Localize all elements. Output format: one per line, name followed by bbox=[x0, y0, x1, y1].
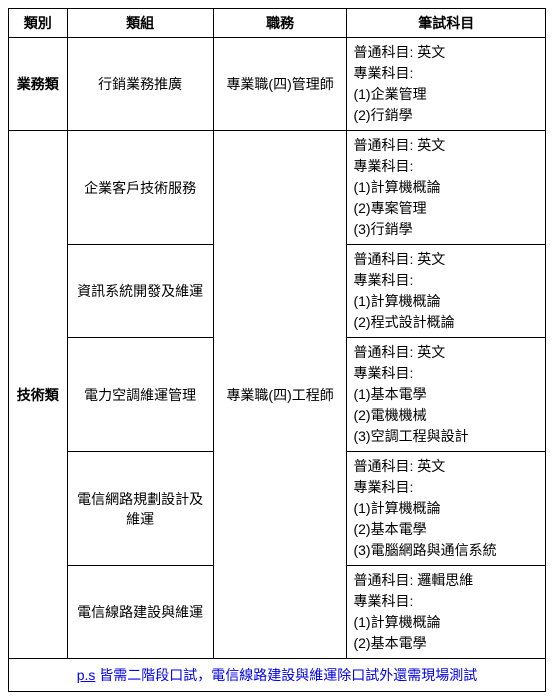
subjects-cell: 普通科目: 英文 專業科目: (1)基本電學 (2)電機機械 (3)空調工程與設… bbox=[347, 338, 546, 452]
header-position: 職務 bbox=[213, 9, 347, 38]
table-header-row: 類別 類組 職務 筆試科目 bbox=[9, 9, 546, 38]
position-manager: 專業職(四)管理師 bbox=[213, 38, 347, 131]
subjects-cell: 普通科目: 英文 專業科目: (1)企業管理 (2)行銷學 bbox=[347, 38, 546, 131]
header-category: 類別 bbox=[9, 9, 68, 38]
header-group: 類組 bbox=[67, 9, 213, 38]
subjects-cell: 普通科目: 邏輯思維 專業科目: (1)計算機概論 (2)基本電學 bbox=[347, 566, 546, 659]
group-cell: 資訊系統開發及維運 bbox=[67, 245, 213, 338]
category-business: 業務類 bbox=[9, 38, 68, 131]
table-row: 技術類 企業客戶技術服務 專業職(四)工程師 普通科目: 英文 專業科目: (1… bbox=[9, 131, 546, 245]
table-row: 業務類 行銷業務推廣 專業職(四)管理師 普通科目: 英文 專業科目: (1)企… bbox=[9, 38, 546, 131]
group-cell: 行銷業務推廣 bbox=[67, 38, 213, 131]
position-engineer: 專業職(四)工程師 bbox=[213, 131, 347, 659]
group-cell: 電信網路規劃設計及維運 bbox=[67, 452, 213, 566]
header-subjects: 筆試科目 bbox=[347, 9, 546, 38]
category-tech: 技術類 bbox=[9, 131, 68, 659]
group-cell: 電信線路建設與維運 bbox=[67, 566, 213, 659]
footnote-text: 皆需二階段口試，電信線路建設與維運除口試外還需現場測試 bbox=[95, 667, 477, 683]
group-cell: 電力空調維運管理 bbox=[67, 338, 213, 452]
group-cell: 企業客戶技術服務 bbox=[67, 131, 213, 245]
footnote-cell: p.s 皆需二階段口試，電信線路建設與維運除口試外還需現場測試 bbox=[9, 659, 546, 692]
subjects-cell: 普通科目: 英文 專業科目: (1)計算機概論 (2)基本電學 (3)電腦網路與… bbox=[347, 452, 546, 566]
subjects-cell: 普通科目: 英文 專業科目: (1)計算機概論 (2)程式設計概論 bbox=[347, 245, 546, 338]
footnote-row: p.s 皆需二階段口試，電信線路建設與維運除口試外還需現場測試 bbox=[9, 659, 546, 692]
subjects-cell: 普通科目: 英文 專業科目: (1)計算機概論 (2)專案管理 (3)行銷學 bbox=[347, 131, 546, 245]
footnote-ps: p.s bbox=[77, 667, 96, 683]
exam-subjects-table: 類別 類組 職務 筆試科目 業務類 行銷業務推廣 專業職(四)管理師 普通科目:… bbox=[8, 8, 546, 692]
